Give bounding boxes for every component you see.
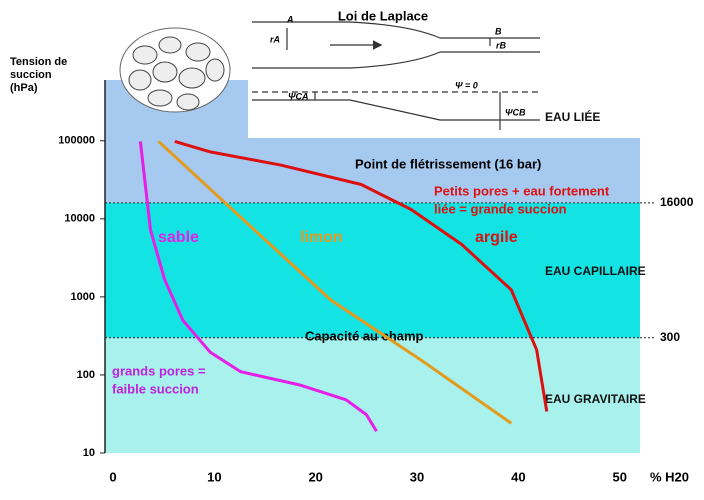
threshold-label: 16000 [660, 195, 694, 209]
laplace-figure: Loi de Laplace ArA BrB Ψ = 0 ΨCA ΨCB [248, 0, 640, 138]
threshold-note: Point de flétrissement (16 bar) [355, 156, 541, 171]
threshold-note: Capacité au champ [305, 328, 424, 343]
y-tick-label: 100000 [58, 135, 95, 147]
laplace-label: rB [496, 40, 507, 50]
y-tick-label: 100 [77, 369, 95, 381]
laplace-label: B [495, 26, 502, 36]
laplace-label: Ψ = 0 [455, 80, 478, 90]
y-axis-label: succion [10, 69, 52, 81]
series-label: argile [475, 229, 518, 246]
annotation: grands pores = [112, 363, 206, 378]
zone-band [105, 202, 640, 338]
series-line [174, 139, 549, 412]
laplace-box [248, 0, 640, 138]
y-tick-label: 1000 [71, 291, 95, 303]
x-tick-label: 20 [308, 469, 322, 484]
zone-band [105, 337, 640, 453]
threshold-label: 300 [660, 330, 680, 344]
x-tick-label: 30 [410, 469, 424, 484]
annotation: Petits pores + eau fortement [434, 183, 610, 198]
zone-label: EAU LIÉE [545, 109, 600, 124]
laplace-label: rA [270, 34, 280, 44]
x-tick-label: 10 [207, 469, 221, 484]
y-tick-label: 10000 [64, 213, 95, 225]
laplace-tube [252, 21, 540, 130]
series-label: sable [158, 229, 199, 246]
series-label: limon [300, 229, 343, 246]
series-line [157, 140, 513, 425]
x-tick-label: 40 [511, 469, 525, 484]
annotation: faible succion [112, 381, 199, 396]
laplace-label: ΨCA [288, 91, 308, 101]
x-tick-label: 50 [612, 469, 626, 484]
zone-label: EAU CAPILLAIRE [545, 264, 646, 278]
laplace-label: A [286, 14, 294, 24]
soil-grains [119, 27, 231, 113]
annotation: liée = grande succion [434, 201, 567, 216]
series-line [138, 141, 378, 433]
x-axis-label: % H20 [650, 469, 689, 484]
y-axis-label: Tension de [10, 56, 67, 68]
laplace-label: ΨCB [505, 107, 526, 117]
y-tick-label: 10 [83, 447, 95, 459]
plot: EAU LIÉE EAU CAPILLAIRE EAU GRAVITAIRE 1600… [10, 56, 694, 485]
x-tick-label: 0 [109, 469, 116, 484]
laplace-title: Loi de Laplace [338, 8, 428, 23]
y-axis-label: (hPa) [10, 82, 38, 94]
zone-label: EAU GRAVITAIRE [545, 392, 646, 406]
